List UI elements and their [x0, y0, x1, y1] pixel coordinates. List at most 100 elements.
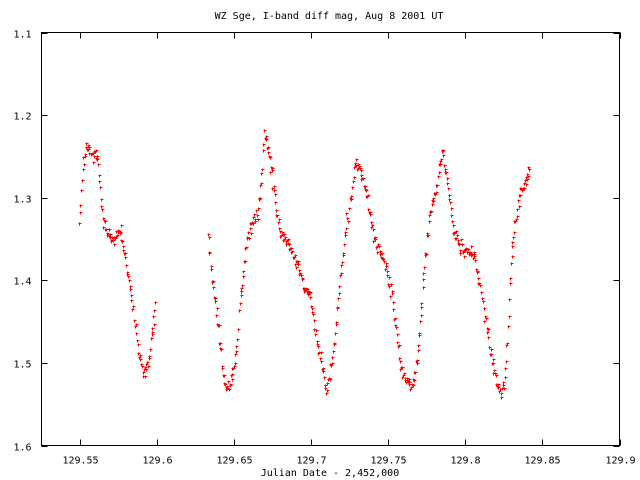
data-point — [144, 375, 148, 379]
data-point — [418, 334, 422, 338]
data-point — [274, 193, 278, 197]
data-point — [416, 359, 420, 363]
data-point — [257, 207, 261, 211]
data-point — [443, 164, 447, 168]
data-point — [224, 383, 228, 387]
data-point — [347, 220, 351, 224]
data-point — [208, 236, 212, 240]
data-point — [345, 227, 349, 231]
data-point — [511, 241, 515, 245]
data-point — [487, 328, 491, 332]
data-point — [431, 203, 435, 207]
data-point — [121, 240, 125, 244]
data-point — [394, 317, 398, 321]
data-point — [365, 189, 369, 193]
data-point — [360, 169, 364, 173]
data-point — [311, 307, 315, 311]
data-point — [427, 234, 431, 238]
data-point — [137, 352, 141, 356]
data-point — [135, 323, 139, 327]
data-point — [432, 200, 436, 204]
data-point — [245, 246, 249, 250]
data-point — [220, 348, 224, 352]
data-point — [234, 362, 238, 366]
data-point — [511, 245, 515, 249]
data-point — [260, 182, 264, 186]
data-point — [324, 387, 328, 391]
data-point — [319, 357, 323, 361]
data-point — [284, 236, 288, 240]
data-point — [231, 373, 235, 377]
data-point — [479, 284, 483, 288]
data-point — [413, 379, 417, 383]
data-point — [102, 226, 106, 230]
data-point — [455, 237, 459, 241]
data-point — [133, 319, 137, 323]
data-point — [215, 314, 219, 318]
data-point — [109, 233, 113, 237]
data-point — [129, 288, 133, 292]
data-point — [528, 168, 532, 172]
data-point — [131, 308, 135, 312]
data-point — [425, 253, 429, 257]
data-point — [340, 272, 344, 276]
data-point — [309, 291, 313, 295]
data-point — [509, 282, 513, 286]
data-point — [237, 328, 241, 332]
data-point — [482, 300, 486, 304]
data-point — [461, 243, 465, 247]
y-tick-label: 1.5 — [13, 360, 31, 371]
data-point — [385, 262, 389, 266]
data-point — [269, 156, 273, 160]
data-point — [386, 270, 390, 274]
data-point — [398, 357, 402, 361]
data-point — [519, 194, 523, 198]
data-point — [329, 378, 333, 382]
data-point — [265, 135, 269, 139]
data-point — [470, 245, 474, 249]
data-point — [445, 171, 449, 175]
data-point — [487, 336, 491, 340]
data-point — [437, 175, 441, 179]
data-point — [490, 348, 494, 352]
data-point — [85, 142, 89, 146]
data-point — [355, 158, 359, 162]
data-point — [333, 343, 337, 347]
data-point — [229, 383, 233, 387]
data-point — [351, 186, 355, 190]
data-point — [291, 250, 295, 254]
data-point — [371, 224, 375, 228]
data-point — [150, 337, 154, 341]
y-tick-label: 1.4 — [13, 277, 31, 288]
data-point — [265, 138, 269, 142]
data-point — [263, 129, 267, 133]
data-point — [422, 286, 426, 290]
data-point — [344, 231, 348, 235]
x-tick-label: 129.8 — [450, 456, 480, 467]
data-point — [422, 278, 426, 282]
data-point — [260, 172, 264, 176]
data-point — [352, 180, 356, 184]
data-point — [345, 212, 349, 216]
data-point — [509, 277, 513, 281]
data-point — [153, 323, 157, 327]
data-point — [442, 149, 446, 153]
data-point — [129, 285, 133, 289]
data-point — [342, 252, 346, 256]
data-point — [480, 291, 484, 295]
data-point — [419, 320, 423, 324]
data-point — [153, 309, 157, 313]
data-point — [417, 349, 421, 353]
data-point — [401, 366, 405, 370]
data-point — [486, 331, 490, 335]
data-point — [125, 264, 129, 268]
data-point — [495, 374, 499, 378]
data-point — [502, 384, 506, 388]
data-point — [516, 208, 520, 212]
data-point — [212, 286, 216, 290]
data-point — [376, 251, 380, 255]
data-point — [408, 378, 412, 382]
data-point — [92, 161, 96, 165]
data-point — [239, 302, 243, 306]
data-point — [511, 255, 515, 259]
